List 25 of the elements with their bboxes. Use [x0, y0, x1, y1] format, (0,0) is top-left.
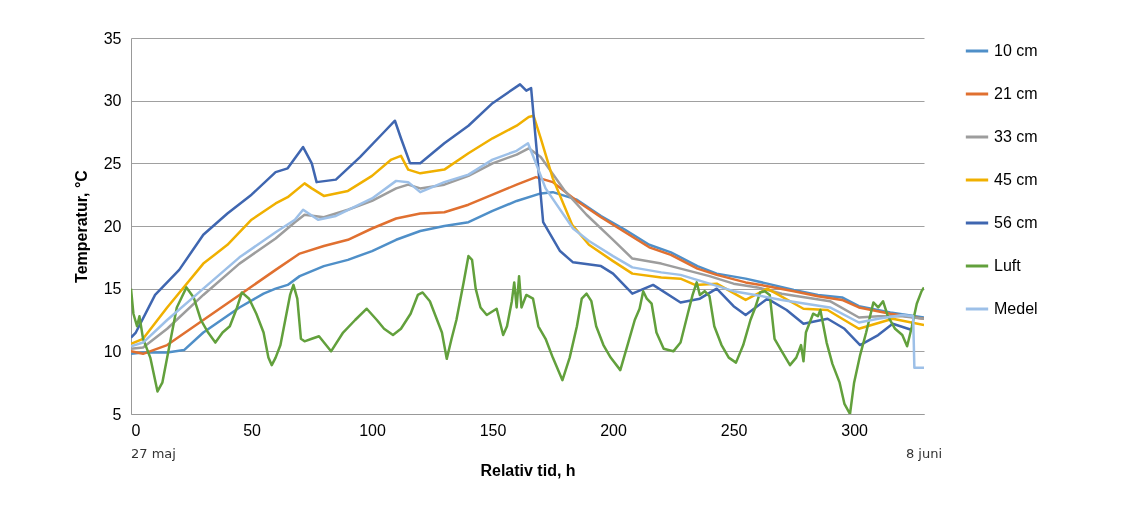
text: 27 maj: [131, 446, 176, 461]
y-axis-title: Temperatur, °C: [72, 169, 90, 283]
x-tick-label: 250: [720, 421, 748, 439]
x-tick-label: 100: [359, 421, 386, 439]
y-tick-label: 30: [103, 92, 122, 110]
legend-label: 33 cm: [994, 128, 1038, 145]
y-tick-label: 15: [103, 280, 122, 298]
y-tick-label: 10: [103, 342, 122, 360]
y-tick-label: 20: [103, 217, 122, 235]
x-tick-label: 0: [131, 421, 141, 439]
legend-label: 21 cm: [994, 85, 1038, 102]
x-tick-label: 150: [479, 421, 507, 439]
y-tick-label: 35: [103, 29, 122, 47]
y-tick-label: 25: [103, 154, 122, 172]
y-tick-label: 5: [112, 405, 122, 423]
legend-label: 10 cm: [994, 42, 1038, 59]
legend-label: 56 cm: [994, 214, 1038, 231]
legend-label: Medel: [994, 300, 1038, 317]
x-tick-label: 300: [841, 421, 869, 439]
text: 8 juni: [905, 446, 943, 461]
x-axis-title: Relativ tid, h: [480, 461, 576, 479]
legend-label: Luft: [994, 257, 1022, 274]
x-tick-label: 50: [243, 421, 262, 439]
legend-label: 45 cm: [994, 171, 1038, 188]
x-tick-label: 200: [600, 421, 628, 439]
